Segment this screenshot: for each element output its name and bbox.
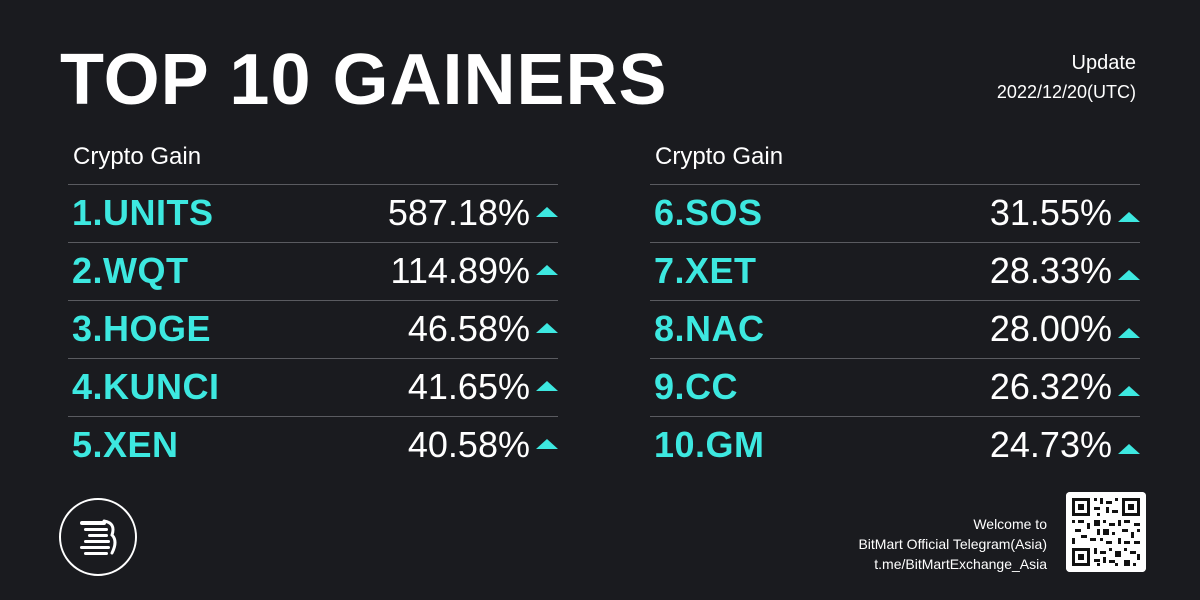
telegram-welcome: Welcome to BitMart Official Telegram(Asi… [858,514,1047,574]
gainers-table-left: Crypto Gain 1.UNITS 587.18% 2.WQT 114.89… [68,140,558,475]
up-arrow-icon [536,207,558,217]
table-row: 3.HOGE 46.58% [68,301,558,359]
up-arrow-icon [1118,328,1140,338]
coin-name: 10.GM [654,424,765,465]
coin-name: 7.XET [654,250,757,291]
coin-name: 2.WQT [72,250,189,291]
table-row: 8.NAC 28.00% [650,301,1140,359]
gain-value: 24.73% [989,424,1112,465]
up-arrow-icon [536,381,558,391]
gainers-table-right: Crypto Gain 6.SOS 31.55% 7.XET 28.33% 8.… [650,140,1140,475]
coin-name: 9.CC [654,366,739,407]
coin-name: 6.SOS [654,192,763,233]
gain-value: 114.89% [390,250,530,291]
up-arrow-icon [536,265,558,275]
update-date: 2022/12/20(UTC) [996,82,1136,102]
table-row: 1.UNITS 587.18% [68,185,558,243]
coin-name: 5.XEN [72,424,179,465]
table-row: 5.XEN 40.58% [68,417,558,475]
bitmart-logo-icon [59,498,137,576]
gain-value: 31.55% [989,192,1112,233]
table-row: 10.GM 24.73% [650,417,1140,475]
table-row: 4.KUNCI 41.65% [68,359,558,417]
coin-name: 8.NAC [654,308,765,349]
up-arrow-icon [1118,212,1140,222]
coin-name: 3.HOGE [72,308,212,349]
table-header: Crypto Gain [650,140,1140,185]
qr-code-icon [1066,492,1146,572]
page-title: TOP 10 GAINERS [60,40,668,120]
gain-value: 46.58% [407,308,530,349]
coin-name: 4.KUNCI [72,366,220,407]
up-arrow-icon [1118,444,1140,454]
gain-value: 587.18% [387,192,530,233]
table-header: Crypto Gain [68,140,558,185]
up-arrow-icon [1118,386,1140,396]
update-label: Update [1071,52,1137,74]
welcome-line: Welcome to [973,516,1047,532]
gain-value: 26.32% [989,366,1112,407]
telegram-title: BitMart Official Telegram(Asia) [858,536,1047,552]
up-arrow-icon [1118,270,1140,280]
up-arrow-icon [536,439,558,449]
table-row: 2.WQT 114.89% [68,243,558,301]
telegram-link[interactable]: t.me/BitMartExchange_Asia [874,556,1047,572]
gain-value: 41.65% [407,366,530,407]
table-row: 9.CC 26.32% [650,359,1140,417]
gain-value: 28.00% [989,308,1112,349]
table-row: 7.XET 28.33% [650,243,1140,301]
up-arrow-icon [536,323,558,333]
coin-name: 1.UNITS [72,192,214,233]
gain-value: 28.33% [989,250,1112,291]
table-row: 6.SOS 31.55% [650,185,1140,243]
gain-value: 40.58% [407,424,530,465]
